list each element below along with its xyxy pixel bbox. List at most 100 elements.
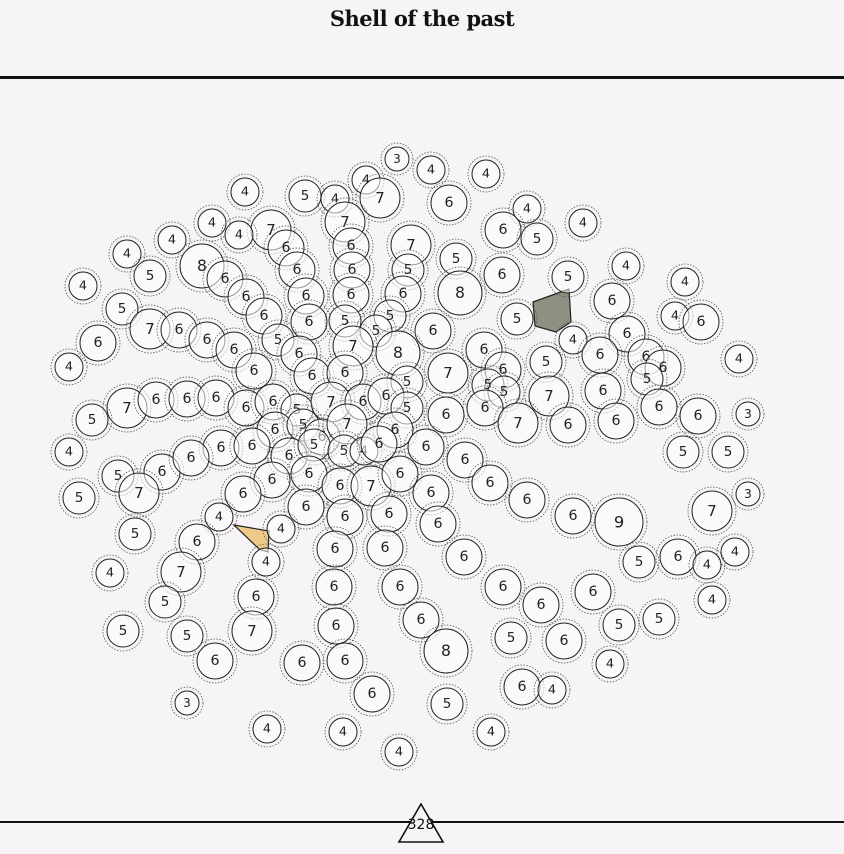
number-circle[interactable]: 6 — [312, 526, 358, 572]
number-circle[interactable]: 6 — [311, 564, 357, 610]
number-circle[interactable]: 8 — [433, 266, 487, 320]
number-circle[interactable]: 6 — [398, 597, 444, 643]
number-circle[interactable]: 6 — [192, 638, 238, 684]
number-circle[interactable]: 6 — [480, 564, 526, 610]
number-circle[interactable]: 6 — [442, 437, 488, 483]
number-circle[interactable]: 6 — [636, 384, 682, 430]
number-circle[interactable]: 7 — [156, 547, 206, 597]
number-circle[interactable]: 6 — [279, 640, 325, 686]
number-circle[interactable]: 4 — [262, 510, 300, 548]
number-circle[interactable]: 7 — [687, 486, 737, 536]
number-circle[interactable]: 5 — [102, 610, 144, 652]
number-circle[interactable]: 4 — [153, 221, 191, 259]
number-circle[interactable]: 6 — [518, 582, 564, 628]
number-circle[interactable]: 5 — [144, 581, 186, 623]
number-circle[interactable]: 9 — [590, 493, 648, 551]
number-circle[interactable]: 3 — [731, 477, 765, 511]
number-circle[interactable]: 6 — [441, 534, 487, 580]
number-circle[interactable]: 4 — [64, 267, 102, 305]
number-circle[interactable]: 5 — [71, 399, 113, 441]
number-circle[interactable]: 4 — [200, 498, 238, 536]
number-circle[interactable]: 5 — [490, 617, 532, 659]
number-circle[interactable]: 4 — [508, 190, 546, 228]
number-circle[interactable]: 4 — [247, 543, 285, 581]
number-circle[interactable]: 7 — [102, 383, 152, 433]
number-circle[interactable]: 8 — [419, 624, 473, 678]
number-circle[interactable]: 4 — [248, 710, 286, 748]
number-circle[interactable]: 6 — [313, 603, 359, 649]
number-circle[interactable]: 6 — [655, 534, 701, 580]
number-circle[interactable]: 4 — [226, 173, 264, 211]
number-circle[interactable]: 6 — [462, 385, 508, 431]
number-circle[interactable]: 6 — [283, 484, 329, 530]
number-circle[interactable]: 6 — [426, 180, 472, 226]
number-circle[interactable]: 6 — [570, 569, 616, 615]
number-circle[interactable]: 6 — [499, 664, 545, 710]
number-circle[interactable]: 7 — [114, 468, 164, 518]
number-circle[interactable]: 4 — [688, 546, 726, 584]
number-circle[interactable]: 7 — [524, 371, 574, 421]
number-circle[interactable]: 6 — [415, 501, 461, 547]
polygon-shape-0[interactable] — [532, 288, 572, 333]
number-circle[interactable]: 5 — [598, 604, 640, 646]
number-circle[interactable]: 6 — [362, 525, 408, 571]
number-circle[interactable]: 7 — [227, 606, 277, 656]
number-circle[interactable]: 4 — [693, 581, 731, 619]
number-circle[interactable]: 4 — [91, 554, 129, 592]
number-circle[interactable]: 5 — [101, 288, 143, 330]
number-circle[interactable]: 4 — [716, 533, 754, 571]
number-circle[interactable]: 6 — [580, 368, 626, 414]
number-circle[interactable]: 6 — [678, 299, 724, 345]
number-circle[interactable]: 6 — [410, 308, 456, 354]
number-circle[interactable]: 4 — [720, 340, 758, 378]
number-circle[interactable]: 6 — [541, 618, 587, 664]
number-circle[interactable]: 6 — [349, 671, 395, 717]
number-circle[interactable]: 3 — [380, 142, 414, 176]
number-circle[interactable]: 6 — [356, 421, 402, 467]
number-circle[interactable]: 5 — [547, 256, 589, 298]
number-circle[interactable]: 5 — [662, 431, 704, 473]
number-circle[interactable]: 4 — [108, 235, 146, 273]
number-circle[interactable]: 6 — [550, 493, 596, 539]
number-circle[interactable]: 6 — [675, 393, 721, 439]
number-circle[interactable]: 6 — [377, 564, 423, 610]
number-circle[interactable]: 5 — [496, 298, 538, 340]
number-circle[interactable]: 3 — [731, 397, 765, 431]
number-circle[interactable]: 5 — [284, 175, 326, 217]
number-circle[interactable]: 4 — [554, 321, 592, 359]
number-circle[interactable]: 8 — [371, 326, 425, 380]
number-circle[interactable]: 5 — [166, 615, 208, 657]
number-circle[interactable]: 6 — [75, 320, 121, 366]
number-circle[interactable]: 6 — [168, 435, 214, 481]
number-circle[interactable]: 5 — [516, 218, 558, 260]
number-circle[interactable]: 4 — [50, 348, 88, 386]
number-circle[interactable]: 6 — [322, 638, 368, 684]
number-circle[interactable]: 5 — [114, 513, 156, 555]
number-circle[interactable]: 5 — [426, 683, 468, 725]
number-circle[interactable]: 4 — [564, 204, 602, 242]
number-circle[interactable]: 4 — [591, 645, 629, 683]
number-circle[interactable]: 5 — [618, 541, 660, 583]
number-circle[interactable]: 6 — [545, 402, 591, 448]
number-circle[interactable]: 7 — [423, 348, 473, 398]
number-circle[interactable]: 7 — [355, 173, 405, 223]
number-circle[interactable]: 4 — [533, 671, 571, 709]
number-circle[interactable]: 6 — [231, 348, 277, 394]
number-circle[interactable]: 4 — [467, 155, 505, 193]
number-circle[interactable]: 4 — [412, 151, 450, 189]
number-circle[interactable]: 6 — [220, 471, 266, 517]
number-circle[interactable]: 4 — [472, 713, 510, 751]
number-circle[interactable]: 4 — [220, 216, 258, 254]
number-circle[interactable]: 5 — [707, 431, 749, 473]
number-circle[interactable]: 6 — [480, 207, 526, 253]
number-circle[interactable]: 4 — [324, 713, 362, 751]
number-circle[interactable]: 6 — [593, 398, 639, 444]
number-circle[interactable]: 4 — [50, 433, 88, 471]
number-circle[interactable]: 7 — [493, 398, 543, 448]
number-circle[interactable]: 6 — [504, 477, 550, 523]
number-circle[interactable]: 6 — [322, 494, 368, 540]
number-circle[interactable]: 6 — [377, 451, 423, 497]
number-circle[interactable]: 4 — [607, 247, 645, 285]
number-circle[interactable]: 5 — [58, 477, 100, 519]
